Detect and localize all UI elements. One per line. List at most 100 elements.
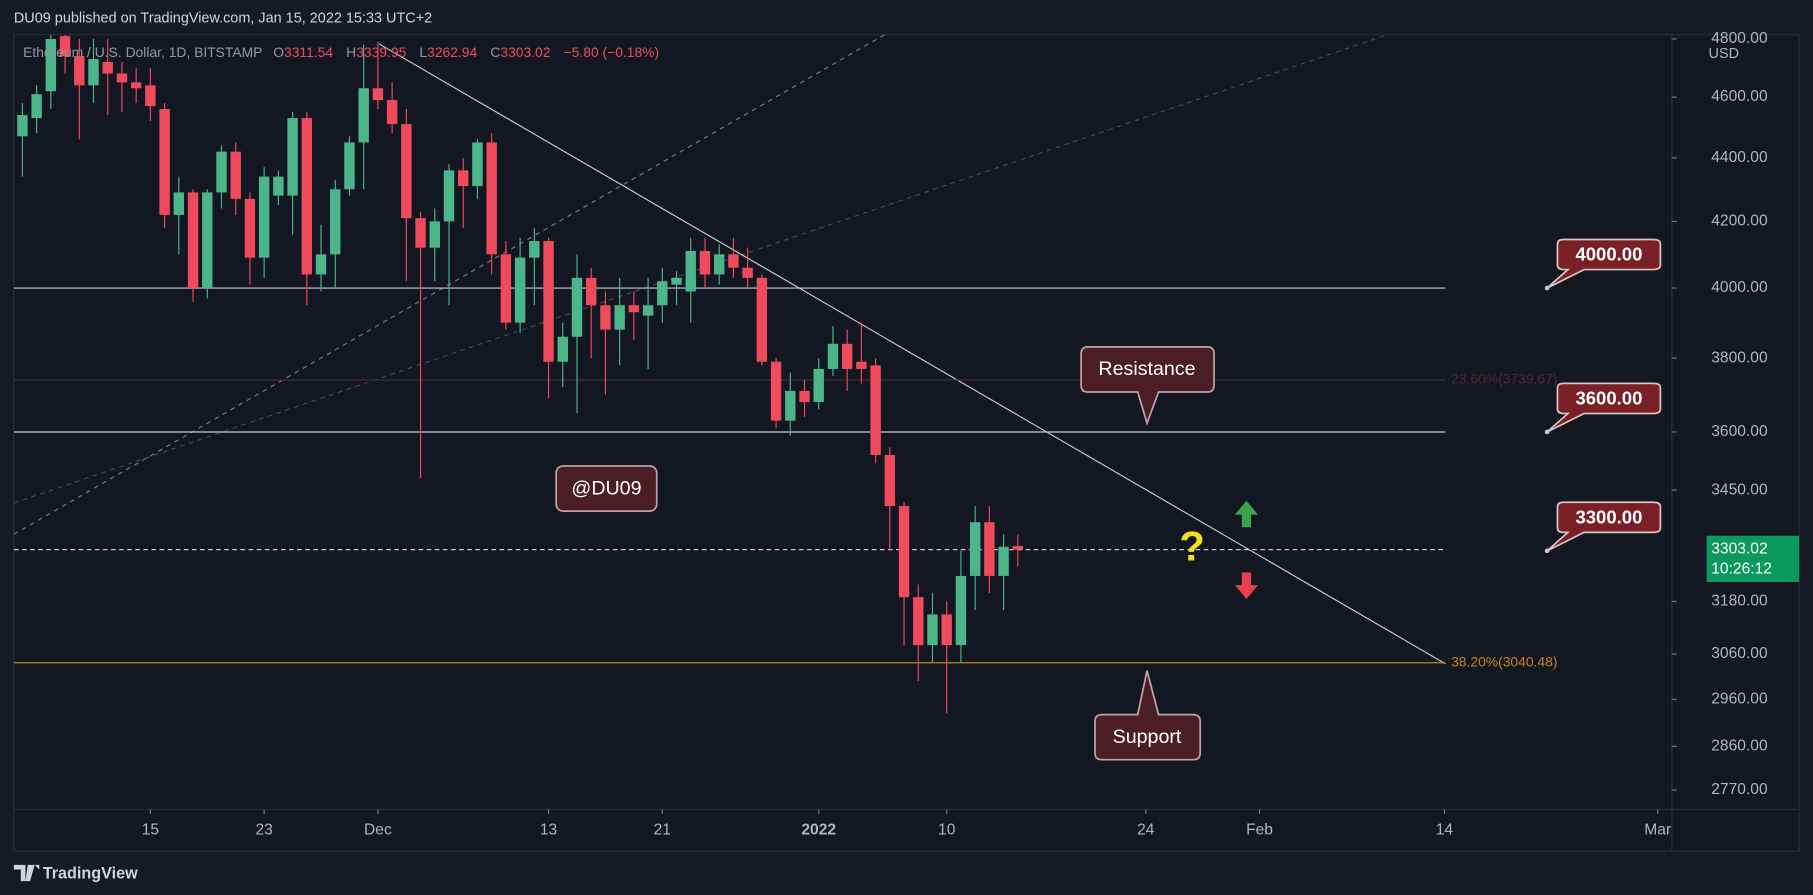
price-callout-box [1546, 501, 1662, 552]
callout-support: Support [1094, 670, 1202, 761]
price-badge-countdown: 10:26:12 [1711, 560, 1772, 577]
candle-body [742, 267, 753, 278]
candle-body [969, 522, 981, 576]
candle-body [671, 277, 682, 285]
candle-body [372, 88, 384, 101]
candle-body [955, 575, 967, 646]
x-tick-label: 21 [654, 821, 671, 838]
candle-body [685, 250, 696, 292]
y-tick-label: 2960.00 [1711, 691, 1768, 708]
change: −5.80 (−0.18%) [564, 44, 660, 60]
x-tick-label: Dec [364, 821, 392, 838]
candle-body [557, 336, 568, 362]
y-tick-label: 4600.00 [1711, 88, 1768, 105]
candle-body [301, 118, 313, 275]
candle-body [1012, 546, 1024, 550]
candle-body [998, 546, 1009, 576]
price-callout-box [1546, 238, 1662, 289]
candle-body [74, 56, 85, 86]
price-callout-label: 4000.00 [1575, 244, 1642, 265]
x-tick-label: 24 [1137, 821, 1155, 838]
candle-body [941, 614, 952, 646]
watermark-tag: @DU09 [555, 465, 658, 512]
brand: TradingView [43, 864, 138, 882]
x-tick-label: 2022 [801, 821, 836, 838]
candle-body [273, 176, 284, 196]
candle-body [529, 241, 540, 258]
plot [13, 34, 1446, 714]
price-callout-anchor [1544, 429, 1550, 435]
price-callout-anchor [1544, 285, 1550, 291]
candle-body [31, 94, 42, 119]
y-tick-label: 4800.00 [1711, 30, 1768, 47]
ohlc-value: 3311.54 [284, 44, 333, 60]
candle-body [443, 170, 455, 222]
candle-body [770, 361, 782, 421]
fib-label: 23.60%(3739.67) [1451, 371, 1557, 387]
candle-body [913, 597, 924, 646]
candle-body [713, 254, 725, 275]
y-tick-label: 3060.00 [1711, 645, 1768, 662]
candle-body [756, 277, 768, 362]
candle-body [45, 38, 57, 92]
candle-body [728, 254, 739, 268]
candle-body [415, 218, 426, 248]
candle-body [799, 390, 810, 402]
candle-body [17, 115, 28, 137]
arrow-up [1234, 500, 1258, 528]
candle-body [116, 73, 128, 83]
candle-body [785, 390, 796, 421]
candle-body [159, 109, 170, 215]
currency-box [1706, 42, 1746, 69]
y-tick-label: 3450.00 [1711, 481, 1768, 498]
question-mark: ? [1179, 522, 1204, 569]
legend-header: Ethereum / U.S. Dollar, 1D, BITSTAMP O33… [23, 44, 659, 60]
candle-body [642, 305, 654, 316]
candle-body [543, 241, 554, 362]
candle-body [884, 454, 896, 507]
candle-body [173, 192, 185, 215]
y-tick-label: 2770.00 [1711, 781, 1768, 798]
candle-body [472, 142, 483, 187]
candle-body [429, 221, 440, 248]
candle-body [486, 142, 497, 255]
candle-body [699, 250, 711, 275]
candle-body [898, 506, 910, 598]
ohlc-value: 3262.94 [427, 44, 477, 60]
fib-label: 38.20%(3040.48) [1451, 653, 1557, 669]
candle-body [59, 36, 71, 57]
callout-resistance: Resistance [1080, 346, 1215, 426]
price-callout-box [1546, 382, 1662, 433]
x-tick-label: 13 [540, 821, 557, 838]
candle-body [628, 305, 640, 313]
ohlc-label: O [273, 44, 284, 60]
candle-body [130, 82, 142, 89]
ohlc-label: L [419, 44, 427, 60]
trend-line [378, 43, 1446, 665]
brand-logo [13, 864, 40, 882]
publisher: DU09 published on TradingView.com, Jan 1… [14, 10, 432, 26]
ohlc-label: C [490, 44, 500, 60]
tag-box [555, 465, 658, 512]
arrow-down [1234, 572, 1258, 599]
candle-body [258, 176, 270, 258]
candle-body [841, 343, 853, 369]
candle-body [614, 305, 625, 330]
candle-body [500, 254, 512, 323]
y-tick-label: 2860.00 [1711, 737, 1768, 754]
ohlc-value: 3339.95 [356, 44, 406, 60]
x-tick-label: 15 [142, 821, 160, 838]
candle-body [102, 61, 113, 74]
candle-body [571, 277, 583, 337]
candle-body [856, 361, 867, 369]
candle-body [600, 305, 611, 330]
candle-body [344, 142, 355, 190]
candle-body [458, 170, 469, 187]
price-badge-value: 3303.02 [1711, 541, 1767, 558]
candle-body [813, 368, 824, 402]
y-tick-label: 3600.00 [1711, 423, 1768, 440]
candle-body [870, 365, 881, 455]
candle-body [202, 192, 213, 289]
x-tick-label: 23 [255, 821, 272, 838]
